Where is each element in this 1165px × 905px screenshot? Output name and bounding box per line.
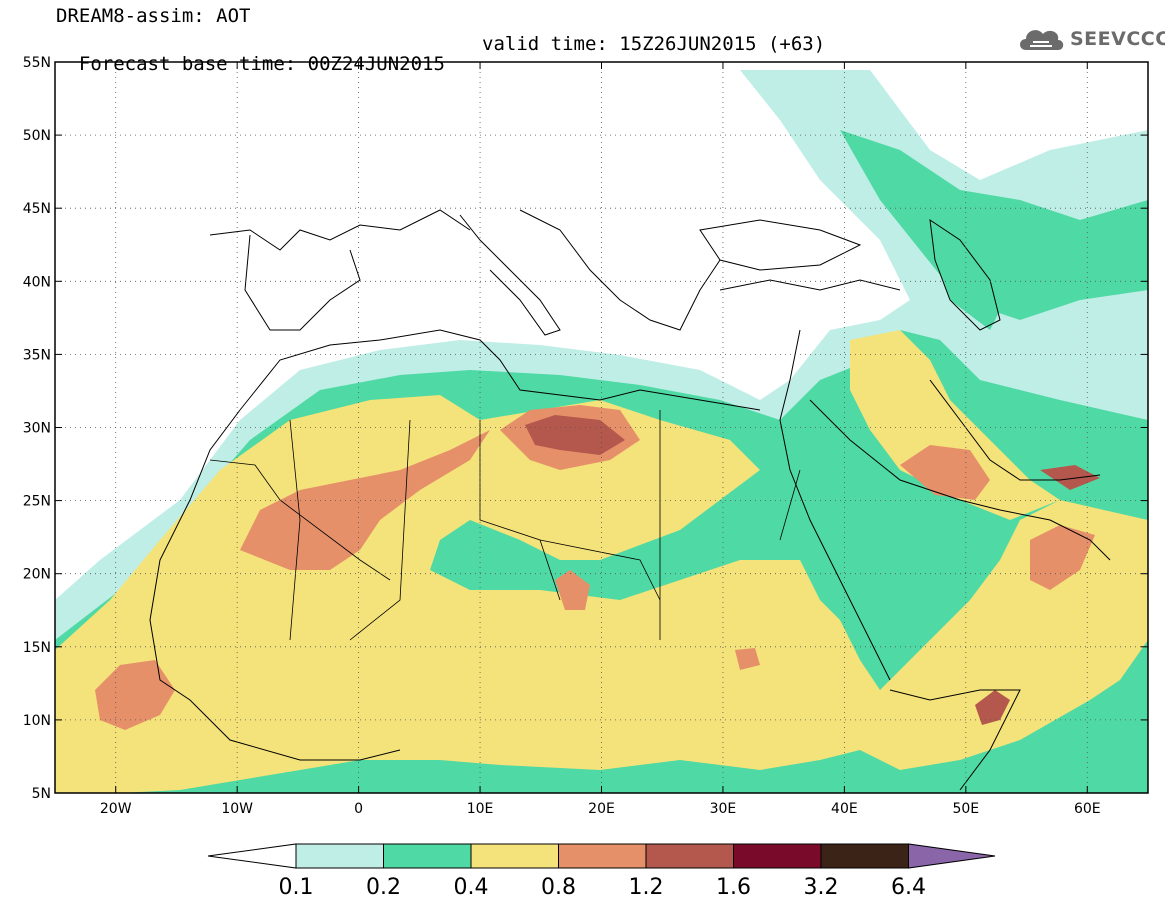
aot-band-0.8-west [240, 430, 490, 570]
lat-label: 40N [23, 274, 51, 290]
lat-label: 50N [23, 128, 51, 144]
colorbar-swatch [383, 843, 472, 869]
colorbar-swatch [733, 843, 822, 869]
colorbar-label: 0.2 [366, 875, 401, 900]
lat-label: 55N [23, 55, 51, 71]
colorbar-label: 1.2 [629, 875, 664, 900]
lat-label: 15N [23, 640, 51, 656]
coastline-west-africa [149, 409, 401, 761]
aot-field [55, 70, 1148, 793]
logo-text: SEEVCCC [1070, 28, 1165, 50]
longitude-axis: 20W 10W 0 10E 20E 30E 40E 50E 60E [100, 62, 1101, 817]
aot-band-0.8-oman [1030, 525, 1095, 590]
colorbar-swatch [470, 843, 559, 869]
colorbar-swatch [645, 843, 734, 869]
coastline-balkans-greece [519, 209, 721, 331]
coastline-turkey [719, 279, 901, 291]
coastline-caspian [929, 218, 1001, 331]
colorbar-label: 0.8 [541, 875, 576, 900]
colorbar-low-arrow [207, 843, 297, 869]
coastline-black-sea [699, 219, 862, 271]
coastlines [149, 209, 1111, 791]
colorbar-label: 0.1 [279, 875, 314, 900]
cloud-logo-icon [1020, 30, 1064, 50]
lon-label: 10E [467, 801, 494, 817]
lon-label: 60E [1074, 801, 1101, 817]
coastline-italy [459, 214, 561, 336]
lon-label: 0 [354, 801, 363, 817]
coastline-arabia [809, 399, 1111, 561]
colorbar-swatch [820, 843, 909, 869]
coastline-horn-of-africa [889, 689, 1021, 791]
latitude-axis: 55N 50N 45N 40N 35N 30N 25N 20N 15N 10N 5N [23, 55, 1148, 802]
lon-label: 10W [221, 801, 253, 817]
lon-label: 20W [100, 801, 132, 817]
lat-label: 10N [23, 713, 51, 729]
aot-band-0.2-east [840, 130, 1148, 320]
colorbar: 0.1 0.2 0.4 0.8 1.2 1.6 3.2 6.4 [207, 843, 996, 900]
aot-band-1.2-libya [525, 415, 625, 455]
coastline-europe-atlantic [209, 209, 471, 251]
lon-label: 20E [588, 801, 615, 817]
lat-label: 20N [23, 567, 51, 583]
lat-label: 5N [32, 786, 51, 802]
aot-band-1.2-gulf [1040, 465, 1100, 490]
coastline-persian-gulf [929, 379, 1101, 481]
grid-lines [55, 62, 1148, 793]
lat-label: 30N [23, 421, 51, 437]
colorbar-label: 6.4 [891, 875, 926, 900]
forecast-times: Forecast base time: 00Z24JUN2015 valid t… [56, 34, 825, 94]
aot-band-0.8-gulf [900, 445, 990, 500]
coastline-levant-red-sea [779, 329, 891, 681]
aot-band-0.4-arabia [850, 330, 1060, 520]
aot-band-0.8-chad [555, 570, 590, 610]
map-title: DREAM8-assim: AOT [56, 5, 251, 27]
lon-label: 50E [952, 801, 979, 817]
lat-label: 35N [23, 347, 51, 363]
aot-band-0.2-caspian [930, 200, 1010, 330]
lat-label: 45N [23, 201, 51, 217]
border-lines [209, 410, 801, 641]
colorbar-swatch [295, 843, 384, 869]
aot-band-0.8-senegal [95, 660, 175, 730]
aot-band-1.2-somalia [975, 690, 1010, 725]
colorbar-label: 0.4 [454, 875, 489, 900]
colorbar-swatch [558, 843, 647, 869]
base-time: Forecast base time: 00Z24JUN2015 [78, 53, 445, 75]
lon-label: 40E [831, 801, 858, 817]
seevccc-logo: SEEVCCC [1016, 24, 1165, 54]
aot-band-0.8-sahel [735, 648, 760, 670]
colorbar-high-arrow [908, 843, 996, 869]
lon-label: 30E [710, 801, 737, 817]
lat-label: 25N [23, 494, 51, 510]
coastline-north-africa [239, 329, 761, 411]
valid-time: valid time: 15Z26JUN2015 (+63) [482, 33, 826, 55]
colorbar-label: 1.6 [716, 875, 751, 900]
coastline-iberia [244, 234, 361, 331]
colorbar-label: 3.2 [804, 875, 839, 900]
